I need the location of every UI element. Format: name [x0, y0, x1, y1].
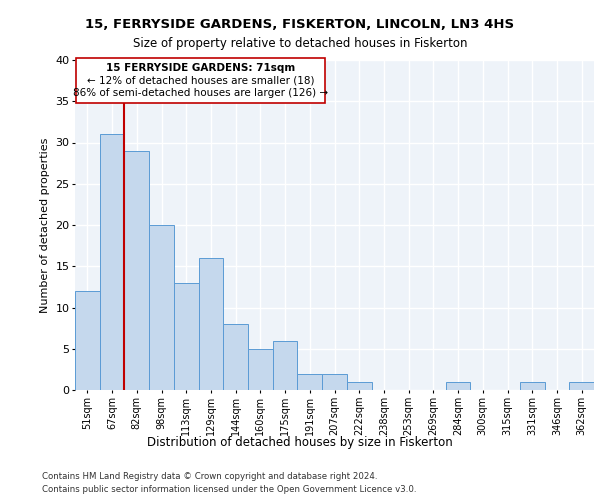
Text: Contains HM Land Registry data © Crown copyright and database right 2024.: Contains HM Land Registry data © Crown c… — [42, 472, 377, 481]
Bar — [124, 151, 149, 390]
Bar — [75, 291, 100, 390]
Bar — [223, 324, 248, 390]
Bar — [446, 382, 470, 390]
Text: 86% of semi-detached houses are larger (126) →: 86% of semi-detached houses are larger (… — [73, 88, 328, 98]
Bar — [520, 382, 545, 390]
Bar — [100, 134, 124, 390]
Text: Distribution of detached houses by size in Fiskerton: Distribution of detached houses by size … — [147, 436, 453, 449]
Bar — [322, 374, 347, 390]
Bar — [298, 374, 322, 390]
Text: 15 FERRYSIDE GARDENS: 71sqm: 15 FERRYSIDE GARDENS: 71sqm — [106, 64, 295, 74]
Bar — [149, 225, 174, 390]
Text: Contains public sector information licensed under the Open Government Licence v3: Contains public sector information licen… — [42, 485, 416, 494]
Bar — [273, 340, 298, 390]
Bar — [76, 58, 325, 103]
Y-axis label: Number of detached properties: Number of detached properties — [40, 138, 50, 312]
Text: ← 12% of detached houses are smaller (18): ← 12% of detached houses are smaller (18… — [86, 76, 314, 86]
Text: 15, FERRYSIDE GARDENS, FISKERTON, LINCOLN, LN3 4HS: 15, FERRYSIDE GARDENS, FISKERTON, LINCOL… — [85, 18, 515, 30]
Bar — [569, 382, 594, 390]
Bar — [248, 349, 273, 390]
Bar — [174, 283, 199, 390]
Bar — [199, 258, 223, 390]
Text: Size of property relative to detached houses in Fiskerton: Size of property relative to detached ho… — [133, 38, 467, 51]
Bar — [347, 382, 371, 390]
